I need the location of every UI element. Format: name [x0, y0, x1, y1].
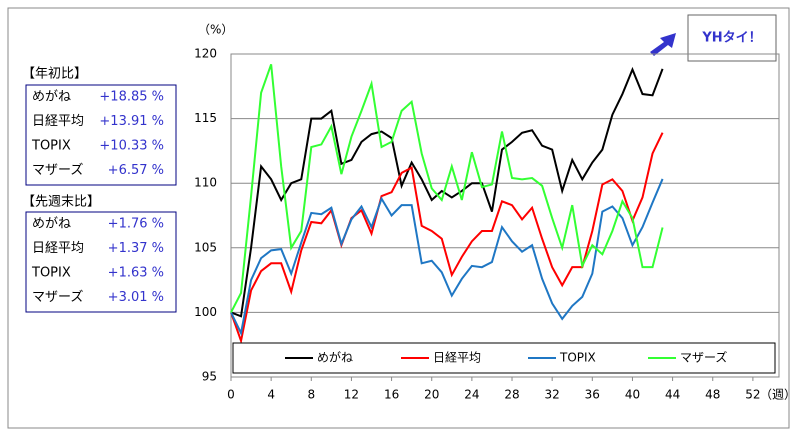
x-axis-label: （週） — [760, 388, 796, 402]
x-tick-label: 36 — [585, 388, 600, 402]
x-tick-label: 24 — [464, 388, 479, 402]
series-line — [230, 132, 664, 345]
y-tick-label: 100 — [194, 305, 217, 319]
y-tick-label: 105 — [194, 240, 217, 254]
x-tick-label: 4 — [267, 388, 275, 402]
y-tick-label: 95 — [202, 370, 217, 384]
x-tick-label: 40 — [625, 388, 640, 402]
series-line — [230, 66, 664, 318]
row-value: +1.76 % — [108, 217, 164, 232]
row-name: TOPIX — [31, 266, 71, 281]
series-line — [230, 178, 664, 337]
legend-label: めがね — [317, 350, 353, 365]
x-tick-label: 8 — [307, 388, 315, 402]
row-value: +10.33 % — [99, 139, 164, 154]
row-name: マザーズ — [32, 162, 83, 178]
x-tick-label: 20 — [424, 388, 439, 402]
panel-box — [25, 211, 177, 313]
x-tick-label: 32 — [545, 388, 560, 402]
x-tick-label: 48 — [705, 388, 720, 402]
x-tick-label: 12 — [344, 388, 359, 402]
panel-title: 【年初比】 — [22, 67, 87, 82]
row-name: TOPIX — [31, 139, 71, 154]
row-value: +13.91 % — [99, 114, 164, 129]
button[interactable]: YHタイ！ — [687, 14, 777, 62]
legend-label: マザーズ — [680, 350, 727, 365]
row-value: +18.85 % — [99, 90, 164, 105]
plot-frame — [230, 53, 780, 378]
x-tick-label: 16 — [384, 388, 399, 402]
x-tick-label: 0 — [227, 388, 235, 402]
legend-box — [232, 342, 776, 374]
y-tick-label: 115 — [194, 111, 217, 125]
legend-label: 日経平均 — [433, 351, 481, 365]
y-axis-label: （%） — [198, 23, 233, 37]
arrow-icon — [650, 33, 676, 56]
row-name: 日経平均 — [32, 114, 84, 129]
row-value: +1.63 % — [108, 266, 164, 281]
x-tick-label: 52 — [745, 388, 760, 402]
y-tick-label: 110 — [194, 176, 217, 190]
row-value: +3.01 % — [108, 290, 164, 305]
x-tick-label: 28 — [504, 388, 519, 402]
button-box[interactable] — [687, 14, 777, 62]
row-name: 日経平均 — [32, 241, 84, 256]
panel-box — [25, 84, 177, 186]
row-value: +1.37 % — [108, 241, 164, 256]
y-tick-label: 120 — [194, 47, 217, 61]
row-name: めがね — [32, 217, 71, 232]
outer-frame — [7, 7, 790, 429]
legend-label: TOPIX — [559, 351, 596, 365]
row-value: +6.57 % — [108, 163, 164, 178]
row-name: マザーズ — [32, 289, 83, 305]
panel-title: 【先週末比】 — [22, 195, 100, 210]
row-name: めがね — [32, 90, 71, 105]
button-label[interactable]: YHタイ！ — [701, 31, 761, 46]
x-tick-label: 44 — [665, 388, 680, 402]
series-line — [230, 64, 664, 313]
